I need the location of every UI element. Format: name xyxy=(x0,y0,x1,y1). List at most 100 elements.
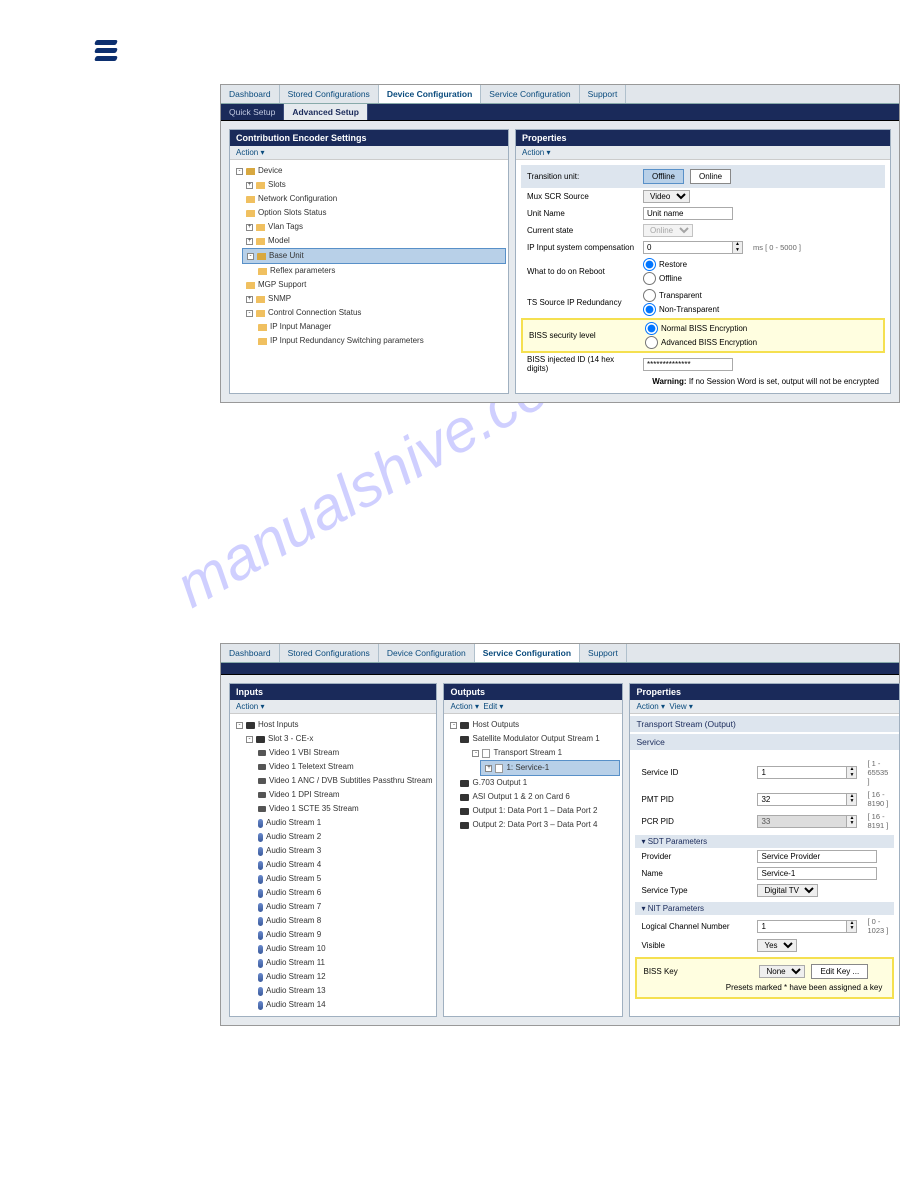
top-tabs: Dashboard Stored Configurations Device C… xyxy=(221,85,899,104)
tree-snmp[interactable]: +SNMP xyxy=(242,292,506,306)
in-audio-3[interactable]: Audio Stream 3 xyxy=(254,844,434,858)
in-audio-7[interactable]: Audio Stream 7 xyxy=(254,900,434,914)
radio-normal-biss[interactable]: Normal BISS Encryption xyxy=(645,322,757,335)
in-slot[interactable]: -Slot 3 - CE-x xyxy=(242,732,434,746)
input-pmt[interactable] xyxy=(757,793,847,806)
in-audio-9[interactable]: Audio Stream 9 xyxy=(254,928,434,942)
tab2-support[interactable]: Support xyxy=(580,644,627,662)
radio-offline[interactable]: Offline xyxy=(643,272,687,285)
in-audio-8[interactable]: Audio Stream 8 xyxy=(254,914,434,928)
tree-optslot[interactable]: Option Slots Status xyxy=(242,206,506,220)
action-menu[interactable]: Action ▾ xyxy=(230,146,508,160)
stepper-pmt[interactable]: ▲▼ xyxy=(847,793,857,806)
out-g703[interactable]: G.703 Output 1 xyxy=(456,776,620,790)
in-audio-6[interactable]: Audio Stream 6 xyxy=(254,886,434,900)
input-name[interactable] xyxy=(757,867,877,880)
biss-security-row: BISS security level Normal BISS Encrypti… xyxy=(521,318,885,353)
in-audio-11[interactable]: Audio Stream 11 xyxy=(254,956,434,970)
out-ts[interactable]: -Transport Stream 1 xyxy=(468,746,620,760)
folder-icon xyxy=(246,282,255,289)
select-stype[interactable]: Digital TV xyxy=(757,884,818,897)
input-lcn[interactable] xyxy=(757,920,847,933)
hint-pmt: [ 16 - 8190 ] xyxy=(867,790,888,808)
out-service1[interactable]: +1: Service-1 xyxy=(480,760,620,776)
props2-action[interactable]: Action ▾ xyxy=(636,702,664,711)
in-audio-5[interactable]: Audio Stream 5 xyxy=(254,872,434,886)
radio-transparent[interactable]: Transparent xyxy=(643,289,719,302)
tab-advanced-setup[interactable]: Advanced Setup xyxy=(284,104,368,120)
outputs-edit[interactable]: Edit ▾ xyxy=(483,702,503,711)
radio-restore[interactable]: Restore xyxy=(643,258,687,271)
in-host[interactable]: -Host Inputs xyxy=(232,718,434,732)
select-visible[interactable]: Yes xyxy=(757,939,797,952)
tree-slots[interactable]: +Slots xyxy=(242,178,506,192)
in-scte[interactable]: Video 1 SCTE 35 Stream xyxy=(254,802,434,816)
output-icon xyxy=(460,780,469,787)
outputs-panel: Outputs Action ▾ Edit ▾ -Host Outputs Sa… xyxy=(443,683,623,1017)
tree-vlan[interactable]: +Vlan Tags xyxy=(242,220,506,234)
out-dp2[interactable]: Output 2: Data Port 3 – Data Port 4 xyxy=(456,818,620,832)
tree-ccs[interactable]: -Control Connection Status xyxy=(242,306,506,320)
input-uname[interactable] xyxy=(643,207,733,220)
acc-nit[interactable]: ▾ NIT Parameters xyxy=(635,902,894,915)
radio-adv-biss[interactable]: Advanced BISS Encryption xyxy=(645,336,757,349)
in-audio-1[interactable]: Audio Stream 1 xyxy=(254,816,434,830)
tab2-device[interactable]: Device Configuration xyxy=(379,644,475,662)
hint-sid: [ 1 - 65535 ] xyxy=(867,759,888,786)
radio-nontransparent[interactable]: Non-Transparent xyxy=(643,303,719,316)
in-audio-2[interactable]: Audio Stream 2 xyxy=(254,830,434,844)
outputs-action[interactable]: Action ▾ xyxy=(450,702,478,711)
tree-ipir[interactable]: IP Input Redundancy Switching parameters xyxy=(254,334,506,348)
tree-mgp[interactable]: MGP Support xyxy=(242,278,506,292)
tab2-dashboard[interactable]: Dashboard xyxy=(221,644,280,662)
select-mux[interactable]: Video xyxy=(643,190,690,203)
in-ttx[interactable]: Video 1 Teletext Stream xyxy=(254,760,434,774)
input-provider[interactable] xyxy=(757,850,877,863)
btn-online[interactable]: Online xyxy=(690,169,731,184)
props2-view[interactable]: View ▾ xyxy=(669,702,692,711)
tab2-stored[interactable]: Stored Configurations xyxy=(280,644,379,662)
stepper-ipcomp[interactable]: ▲▼ xyxy=(733,241,743,254)
inputs-action[interactable]: Action ▾ xyxy=(230,700,436,714)
stepper-sid[interactable]: ▲▼ xyxy=(847,766,857,779)
tree-ipim[interactable]: IP Input Manager xyxy=(254,320,506,334)
sub-service: Service xyxy=(630,734,899,750)
folder-icon xyxy=(256,182,265,189)
in-audio-14[interactable]: Audio Stream 14 xyxy=(254,998,434,1012)
tab-device-config[interactable]: Device Configuration xyxy=(379,85,481,103)
input-bissinj[interactable] xyxy=(643,358,733,371)
tab-quick-setup[interactable]: Quick Setup xyxy=(221,104,284,120)
tree-reflex[interactable]: Reflex parameters xyxy=(254,264,506,278)
inputs-panel: Inputs Action ▾ -Host Inputs -Slot 3 - C… xyxy=(229,683,437,1017)
in-vbi[interactable]: Video 1 VBI Stream xyxy=(254,746,434,760)
tree-netcfg[interactable]: Network Configuration xyxy=(242,192,506,206)
in-audio-4[interactable]: Audio Stream 4 xyxy=(254,858,434,872)
acc-sdt[interactable]: ▾ SDT Parameters xyxy=(635,835,894,848)
out-dp1[interactable]: Output 1: Data Port 1 – Data Port 2 xyxy=(456,804,620,818)
tab-support[interactable]: Support xyxy=(580,85,627,103)
in-audio-10[interactable]: Audio Stream 10 xyxy=(254,942,434,956)
in-dpi[interactable]: Video 1 DPI Stream xyxy=(254,788,434,802)
out-asi[interactable]: ASI Output 1 & 2 on Card 6 xyxy=(456,790,620,804)
video-icon xyxy=(258,764,266,770)
tab-service-config[interactable]: Service Configuration xyxy=(481,85,579,103)
props-action[interactable]: Action ▾ xyxy=(516,146,890,160)
out-sat[interactable]: Satellite Modulator Output Stream 1 xyxy=(456,732,620,746)
out-host[interactable]: -Host Outputs xyxy=(446,718,620,732)
lbl-pcr: PCR PID xyxy=(641,817,751,826)
select-bisskey[interactable]: None xyxy=(759,965,805,978)
in-audio-13[interactable]: Audio Stream 13 xyxy=(254,984,434,998)
tab2-service[interactable]: Service Configuration xyxy=(475,644,580,662)
tree-base-unit[interactable]: -Base Unit xyxy=(242,248,506,264)
btn-offline[interactable]: Offline xyxy=(643,169,684,184)
tab-dashboard[interactable]: Dashboard xyxy=(221,85,280,103)
btn-editkey[interactable]: Edit Key ... xyxy=(811,964,868,979)
stepper-lcn[interactable]: ▲▼ xyxy=(847,920,857,933)
input-ipcomp[interactable] xyxy=(643,241,733,254)
input-sid[interactable] xyxy=(757,766,847,779)
tree-device[interactable]: -Device xyxy=(232,164,506,178)
tab-stored-config[interactable]: Stored Configurations xyxy=(280,85,379,103)
tree-model[interactable]: +Model xyxy=(242,234,506,248)
in-anc[interactable]: Video 1 ANC / DVB Subtitles Passthru Str… xyxy=(254,774,434,788)
in-audio-12[interactable]: Audio Stream 12 xyxy=(254,970,434,984)
